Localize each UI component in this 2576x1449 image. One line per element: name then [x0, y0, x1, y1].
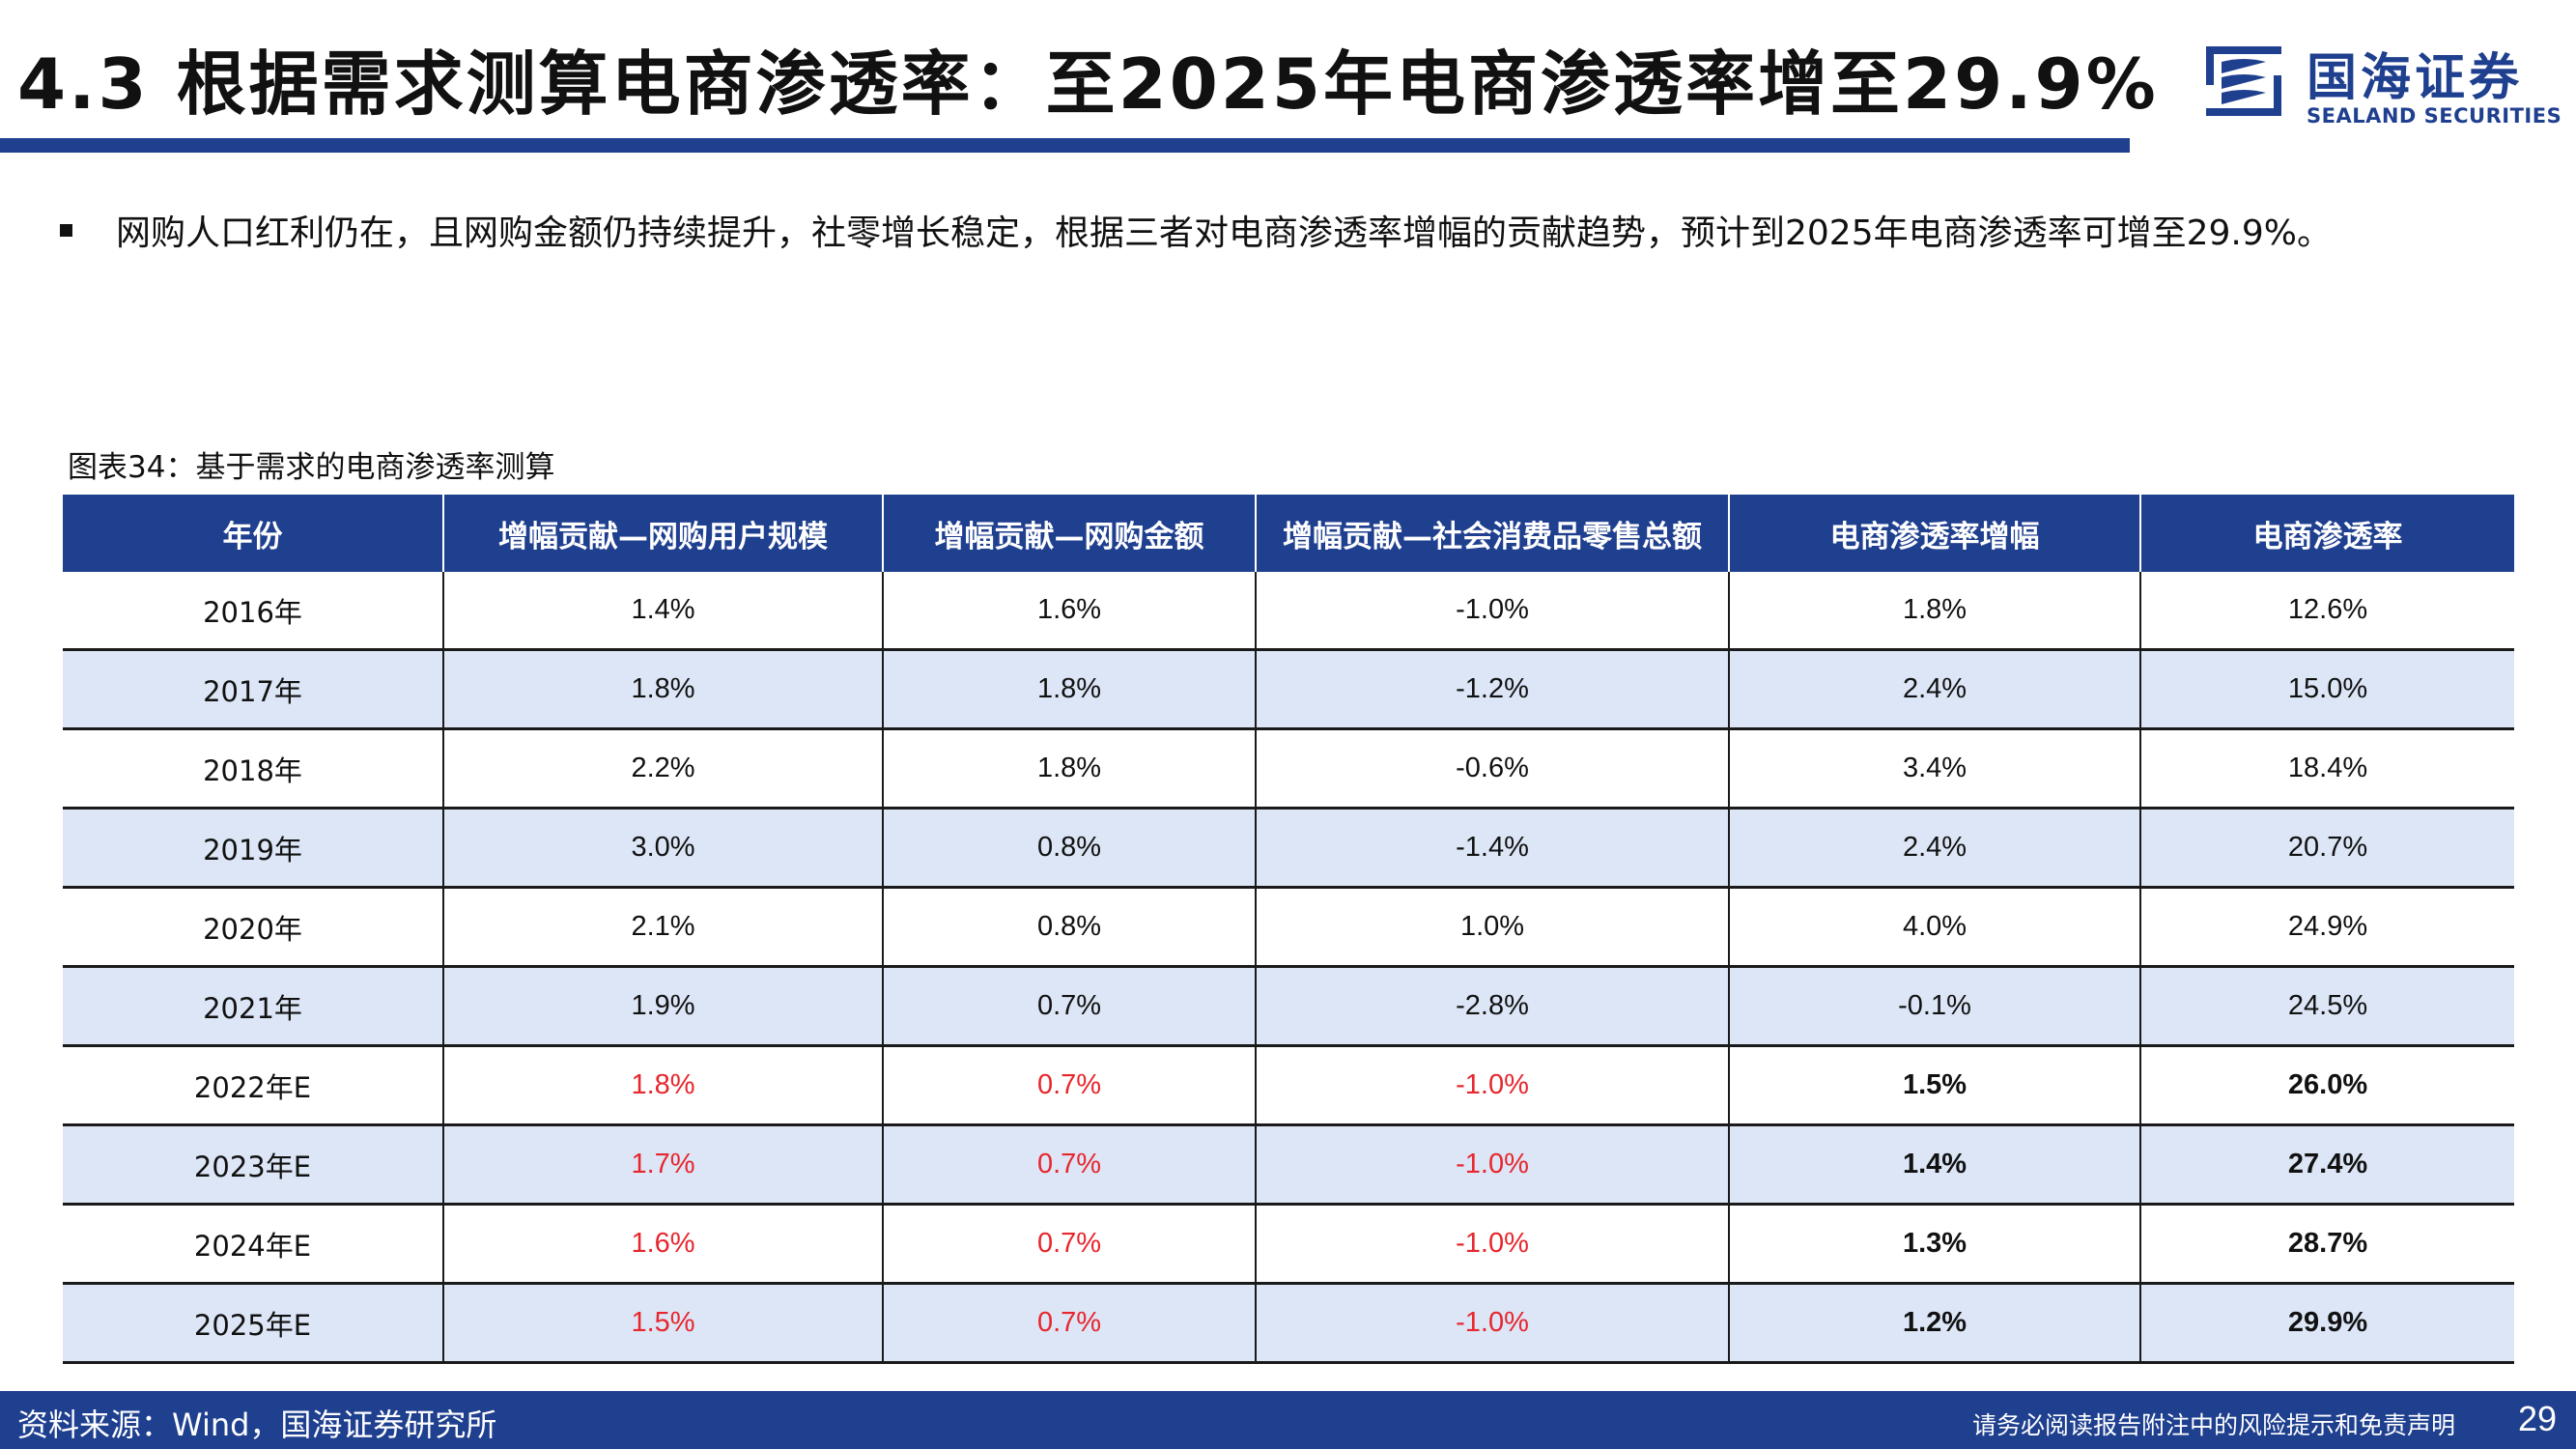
table-cell: 3.4% — [1728, 728, 2140, 810]
header-penetration-increase: 电商渗透率增幅 — [1728, 495, 2141, 572]
table-cell: -1.0% — [1255, 1204, 1729, 1285]
table-cell: 2.4% — [1728, 808, 2140, 889]
table-cell: -1.0% — [1255, 1124, 1729, 1206]
table-cell: 2022年E — [63, 1045, 443, 1126]
table-cell: 3.0% — [442, 808, 883, 889]
table-cell: 26.0% — [2139, 1045, 2514, 1126]
table-cell: 0.7% — [882, 1204, 1256, 1285]
table-header-row: 年份 增幅贡献—网购用户规模 增幅贡献—网购金额 增幅贡献—社会消费品零售总额 … — [63, 495, 2514, 572]
table-cell: -0.1% — [1728, 966, 2140, 1047]
source-note: 资料来源：Wind，国海证券研究所 — [17, 1406, 497, 1443]
table-cell: 2020年 — [63, 887, 443, 968]
table-row: 2025年E 1.5% 0.7% -1.0% 1.2% 29.9% — [63, 1283, 2514, 1364]
header-year: 年份 — [63, 495, 444, 572]
sealand-logo-icon — [2200, 37, 2287, 126]
table-cell: 1.4% — [1728, 1124, 2140, 1206]
table-cell: 2.1% — [442, 887, 883, 968]
logo-english-name: SEALAND SECURITIES — [2307, 104, 2562, 128]
table-cell: 0.7% — [882, 1045, 1256, 1126]
table-cell: 2024年E — [63, 1204, 443, 1285]
table-cell: -1.4% — [1255, 808, 1729, 889]
table-cell: 0.7% — [882, 1124, 1256, 1206]
table-cell: -1.0% — [1255, 1045, 1729, 1126]
table-row: 2017年 1.8% 1.8% -1.2% 2.4% 15.0% — [63, 649, 2514, 730]
table-cell: 18.4% — [2139, 728, 2514, 810]
table-cell: 1.5% — [1728, 1045, 2140, 1126]
table-cell: 24.5% — [2139, 966, 2514, 1047]
bullet-square-icon — [60, 223, 72, 237]
table-cell: 1.2% — [1728, 1283, 2140, 1364]
header-penetration-rate: 电商渗透率 — [2139, 495, 2514, 572]
table-body: 2016年 1.4% 1.6% -1.0% 1.8% 12.6% 2017年 1.8% 1.8%… — [63, 572, 2514, 1364]
table-cell: 2018年 — [63, 728, 443, 810]
table-cell: 0.8% — [882, 808, 1256, 889]
table-cell: 2023年E — [63, 1124, 443, 1206]
table-cell: 20.7% — [2139, 808, 2514, 889]
table-cell: 1.0% — [1255, 887, 1729, 968]
header-purchase-amount: 增幅贡献—网购金额 — [882, 495, 1257, 572]
table-cell: 1.6% — [882, 572, 1256, 651]
table-cell: 24.9% — [2139, 887, 2514, 968]
bullet-text: 网购人口红利仍在，且网购金额仍持续提升，社零增长稳定，根据三者对电商渗透率增幅的… — [116, 213, 2332, 253]
table-cell: 28.7% — [2139, 1204, 2514, 1285]
table-cell: 1.6% — [442, 1204, 883, 1285]
table-cell: 1.7% — [442, 1124, 883, 1206]
table-row: 2021年 1.9% 0.7% -2.8% -0.1% 24.5% — [63, 966, 2514, 1047]
table-cell: 0.7% — [882, 966, 1256, 1047]
table-cell: 1.9% — [442, 966, 883, 1047]
table-cell: 15.0% — [2139, 649, 2514, 730]
table-cell: 2017年 — [63, 649, 443, 730]
table-cell: 0.7% — [882, 1283, 1256, 1364]
table-cell: 29.9% — [2139, 1283, 2514, 1364]
figure-caption: 图表34：基于需求的电商渗透率测算 — [68, 450, 555, 485]
table-cell: 2.4% — [1728, 649, 2140, 730]
table-row: 2024年E 1.6% 0.7% -1.0% 1.3% 28.7% — [63, 1204, 2514, 1285]
title-underline — [0, 138, 2130, 153]
header-retail-sales: 增幅贡献—社会消费品零售总额 — [1255, 495, 1730, 572]
page-title: 4.3 根据需求测算电商渗透率：至2025年电商渗透率增至29.9% — [17, 43, 2159, 125]
table-cell: 2.2% — [442, 728, 883, 810]
table-cell: -2.8% — [1255, 966, 1729, 1047]
bullet-point: 网购人口红利仍在，且网购金额仍持续提升，社零增长稳定，根据三者对电商渗透率增幅的… — [60, 205, 2332, 255]
table-row: 2022年E 1.8% 0.7% -1.0% 1.5% 26.0% — [63, 1045, 2514, 1126]
table-cell: 1.8% — [882, 728, 1256, 810]
header-user-scale: 增幅贡献—网购用户规模 — [442, 495, 884, 572]
table-cell: -1.0% — [1255, 572, 1729, 651]
footer-bar: 资料来源：Wind，国海证券研究所 请务必阅读报告附注中的风险提示和免责声明 2… — [0, 1391, 2576, 1449]
table-cell: 12.6% — [2139, 572, 2514, 651]
table-row: 2018年 2.2% 1.8% -0.6% 3.4% 18.4% — [63, 728, 2514, 810]
logo-chinese-name: 国海证券 — [2307, 49, 2524, 107]
disclaimer-text: 请务必阅读报告附注中的风险提示和免责声明 — [1971, 1411, 2455, 1439]
company-logo: 国海证券 SEALAND SECURITIES — [2200, 37, 2562, 133]
table-cell: 1.4% — [442, 572, 883, 651]
table-cell: -0.6% — [1255, 728, 1729, 810]
table-row: 2023年E 1.7% 0.7% -1.0% 1.4% 27.4% — [63, 1124, 2514, 1206]
table-cell: 1.8% — [442, 649, 883, 730]
table-cell: -1.2% — [1255, 649, 1729, 730]
table-cell: 0.8% — [882, 887, 1256, 968]
penetration-table: 年份 增幅贡献—网购用户规模 增幅贡献—网购金额 增幅贡献—社会消费品零售总额 … — [63, 495, 2514, 1364]
table-cell: 1.5% — [442, 1283, 883, 1364]
table-cell: 2021年 — [63, 966, 443, 1047]
table-cell: -1.0% — [1255, 1283, 1729, 1364]
page-number: 29 — [2517, 1399, 2557, 1438]
table-cell: 1.8% — [1728, 572, 2140, 651]
table-cell: 2025年E — [63, 1283, 443, 1364]
penetration-table-container: 年份 增幅贡献—网购用户规模 增幅贡献—网购金额 增幅贡献—社会消费品零售总额 … — [63, 495, 2514, 1364]
table-row: 2020年 2.1% 0.8% 1.0% 4.0% 24.9% — [63, 887, 2514, 968]
table-row: 2016年 1.4% 1.6% -1.0% 1.8% 12.6% — [63, 572, 2514, 651]
table-cell: 27.4% — [2139, 1124, 2514, 1206]
table-cell: 1.8% — [442, 1045, 883, 1126]
table-row: 2019年 3.0% 0.8% -1.4% 2.4% 20.7% — [63, 808, 2514, 889]
table-cell: 2016年 — [63, 572, 443, 651]
table-cell: 1.8% — [882, 649, 1256, 730]
table-cell: 2019年 — [63, 808, 443, 889]
table-cell: 4.0% — [1728, 887, 2140, 968]
table-cell: 1.3% — [1728, 1204, 2140, 1285]
